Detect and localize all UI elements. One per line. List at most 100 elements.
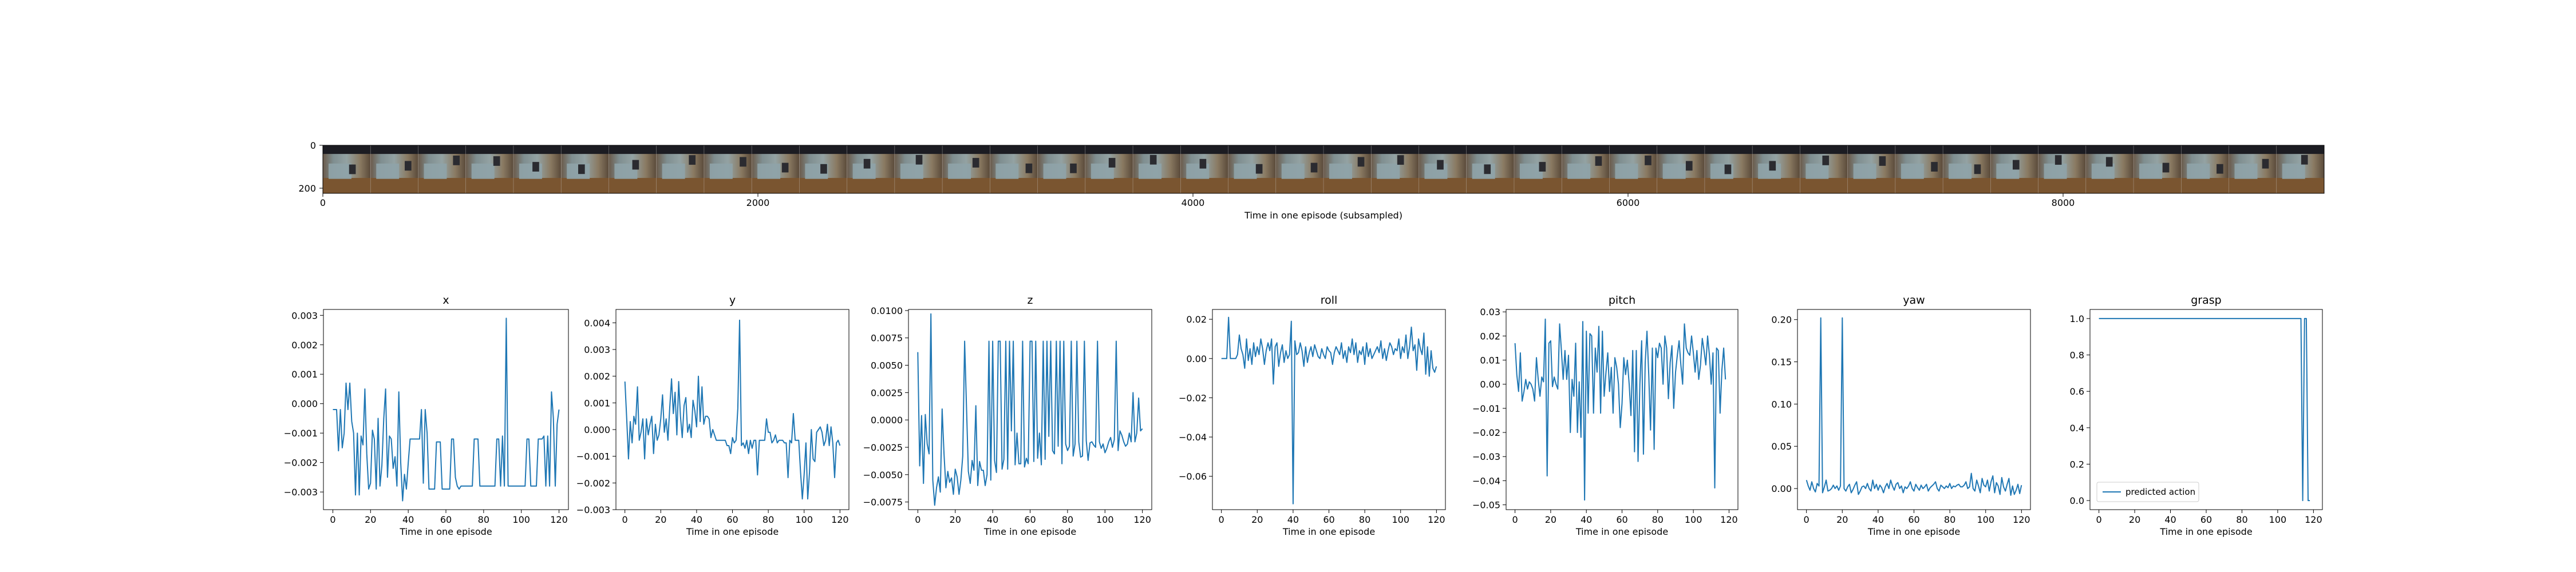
- x-tick-label: 40: [987, 514, 998, 525]
- y-tick-label: −0.0025: [863, 442, 903, 453]
- subplot-grasp: grasp 0 20 40 60 80 100 120 1.0 0.8 0.6 0.4 0.2 0.0 Ti…: [2070, 294, 2323, 537]
- x-tick-label: 60: [726, 514, 738, 525]
- frame-gripper: [1822, 155, 1830, 165]
- frame-top-shadow: [1847, 145, 1895, 154]
- frame-table: [323, 178, 371, 193]
- frame-bin: [1234, 163, 1257, 179]
- frame-bin: [2044, 163, 2067, 179]
- y-tick-label: 0.002: [584, 371, 610, 382]
- filmstrip-y-tick-label: 200: [298, 183, 316, 194]
- frame-bin: [2234, 163, 2258, 179]
- frame-table: [1037, 178, 1085, 193]
- x-tick-label: 60: [1024, 514, 1036, 525]
- frame-bin: [1472, 163, 1495, 179]
- frame-top-shadow: [609, 145, 657, 154]
- x-tick-label: 120: [2305, 514, 2322, 525]
- x-tick-label: 0: [1512, 514, 1518, 525]
- camera-frame: [609, 145, 657, 193]
- y-tick-label: 0.002: [291, 340, 318, 351]
- frame-gripper: [1255, 164, 1263, 174]
- frame-table: [370, 178, 418, 193]
- camera-frame: [1990, 145, 2038, 193]
- x-tick-label: 120: [1428, 514, 1445, 525]
- y-tick-label: 0.01: [1480, 355, 1500, 366]
- frame-top-shadow: [1704, 145, 1753, 154]
- frame-table: [1133, 178, 1181, 193]
- frame-top-shadow: [1609, 145, 1657, 154]
- y-tick-label: −0.002: [284, 458, 318, 468]
- camera-frame: [2085, 145, 2134, 193]
- y-tick-label: 0.0075: [871, 333, 903, 344]
- frame-gripper: [972, 158, 979, 168]
- frame-top-shadow: [1323, 145, 1372, 154]
- episode-filmstrip: 0 2000 4000 6000 8000 0 200 Time in one episode…: [298, 140, 2325, 221]
- x-tick-label: 0: [1219, 514, 1224, 525]
- frame-gripper: [781, 162, 789, 173]
- x-axis-label: Time in one episode: [983, 526, 1076, 537]
- frame-gripper: [2105, 157, 2113, 167]
- frame-table: [1657, 178, 1705, 193]
- frame-gripper: [1149, 154, 1157, 165]
- x-axis-label: Time in one episode: [399, 526, 492, 537]
- camera-frame: [656, 145, 704, 193]
- frame-bin: [2282, 163, 2305, 179]
- camera-frame: [1514, 145, 1562, 193]
- legend-label: predicted action: [2125, 487, 2195, 497]
- frame-top-shadow: [1895, 145, 1943, 154]
- frame-gripper: [1724, 164, 1732, 174]
- frame-table: [1419, 178, 1467, 193]
- frame-top-shadow: [2038, 145, 2086, 154]
- action-subplots: x0 20 40 60 80 100 1200.0030.0020.0010.000−0.0…: [284, 294, 2323, 537]
- x-tick-label: 20: [2129, 514, 2140, 525]
- y-tick-label: 0.000: [291, 399, 318, 410]
- y-tick-label: 0.8: [2070, 350, 2084, 361]
- frame-gripper: [405, 161, 412, 171]
- y-tick-label: 0.00: [1186, 353, 1207, 364]
- frame-top-shadow: [656, 145, 704, 154]
- subplot-title: y: [729, 294, 736, 307]
- frame-table: [513, 178, 562, 193]
- frame-top-shadow: [465, 145, 513, 154]
- series-line: [1221, 316, 1437, 505]
- subplot-title: z: [1028, 294, 1033, 307]
- frame-bin: [1139, 163, 1161, 179]
- y-tick-label: 0.03: [1480, 307, 1500, 317]
- y-tick-label: 0.15: [1771, 357, 1792, 368]
- frame-top-shadow: [513, 145, 562, 154]
- camera-frame: [1609, 145, 1657, 193]
- y-tick-label: −0.04: [1179, 432, 1207, 443]
- frame-gripper: [1645, 156, 1652, 165]
- series-line: [917, 313, 1143, 506]
- camera-frame: [847, 145, 895, 193]
- subplot-y: y 0 20 40 60 80 100 120 0.004 0.003 0.002 0.001 0.00…: [576, 294, 850, 537]
- camera-frame: [799, 145, 847, 193]
- frame-table: [2276, 178, 2324, 193]
- y-tick-label: −0.02: [1179, 392, 1207, 403]
- frame-gripper: [1595, 156, 1602, 166]
- frame-top-shadow: [752, 145, 800, 154]
- y-tick-label: 0.004: [584, 317, 610, 328]
- camera-frame: [418, 145, 466, 193]
- frame-table: [1275, 178, 1323, 193]
- frame-bin: [1853, 163, 1876, 179]
- frame-top-shadow: [990, 145, 1038, 154]
- y-tick-label: 0.05: [1771, 441, 1792, 452]
- y-tick-label: 0.4: [2070, 423, 2084, 434]
- camera-frame: [1847, 145, 1895, 193]
- x-tick-label: 120: [2013, 514, 2030, 525]
- camera-frame: [1800, 145, 1848, 193]
- y-tick-label: 0.001: [291, 369, 318, 380]
- frame-gripper: [1108, 158, 1116, 168]
- frame-top-shadow: [1275, 145, 1323, 154]
- frame-gripper: [453, 156, 460, 165]
- camera-frame: [1228, 145, 1276, 193]
- camera-frame: [990, 145, 1038, 193]
- x-axis-label: Time in one episode: [1867, 526, 1960, 537]
- x-axis-label: Time in one episode: [2159, 526, 2252, 537]
- frame-top-shadow: [894, 145, 943, 154]
- frame-top-shadow: [1943, 145, 1991, 154]
- frame-bin: [2187, 163, 2210, 179]
- frame-table: [1990, 178, 2038, 193]
- frame-gripper: [2301, 154, 2308, 165]
